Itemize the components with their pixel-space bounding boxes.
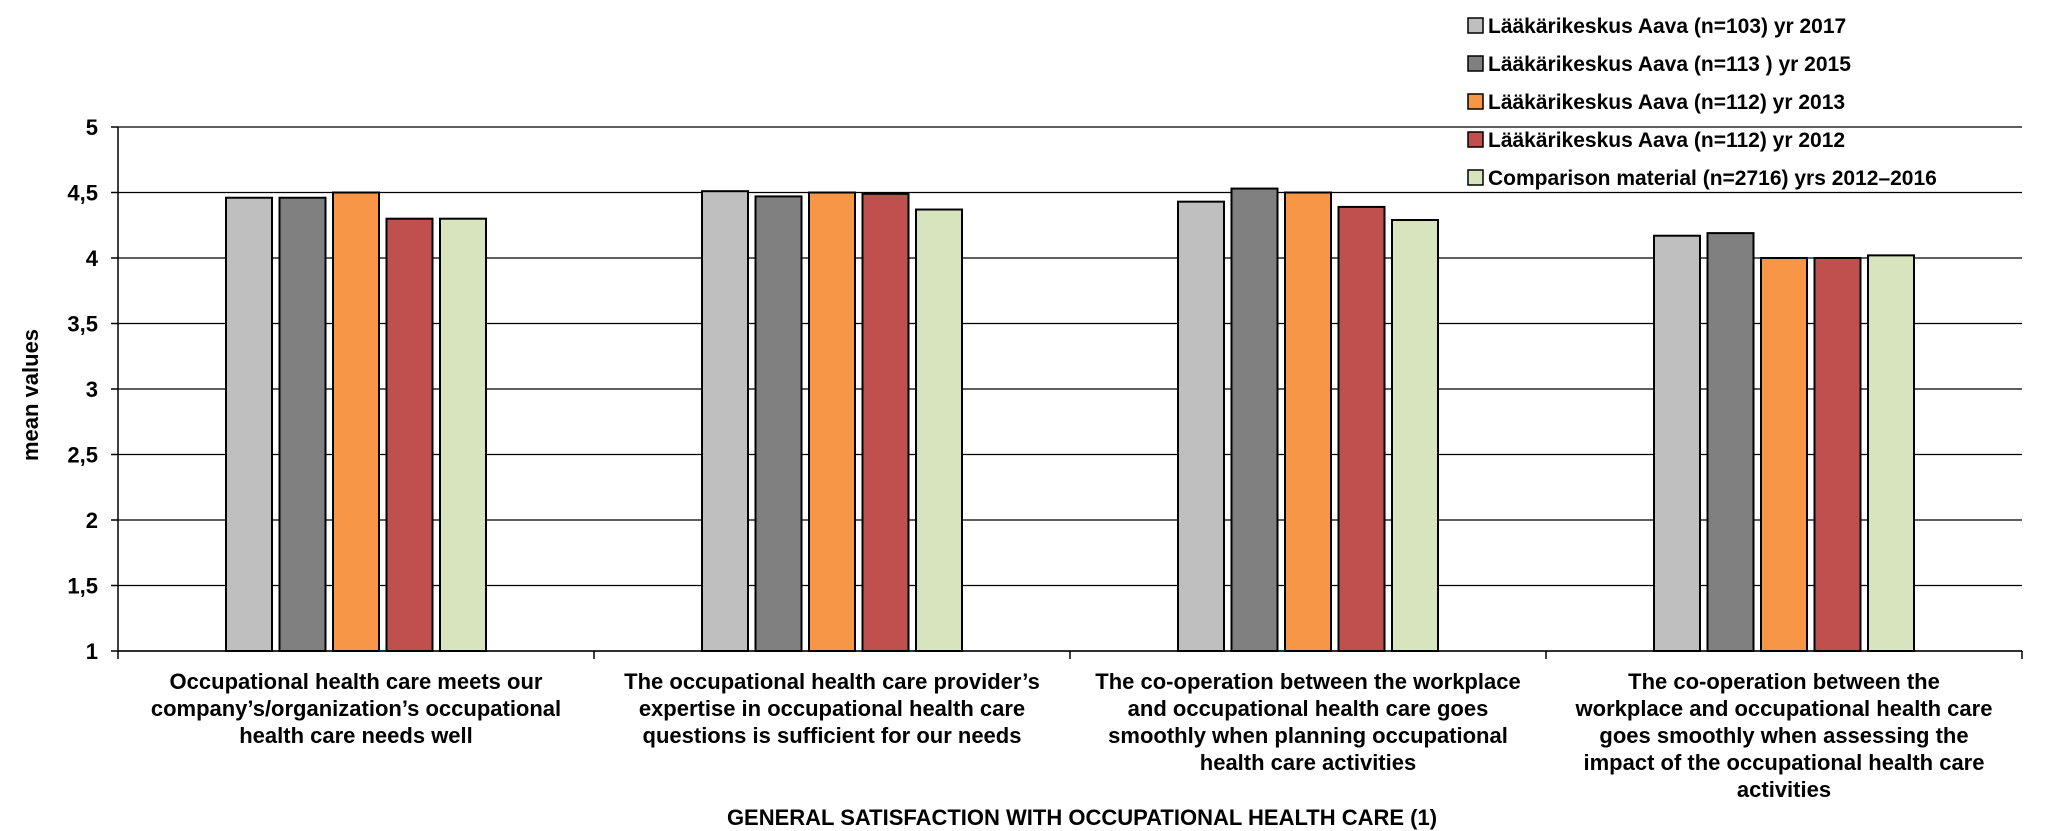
category-label: The co-operation between the workplace an… [1095,669,1520,775]
bar [863,194,909,651]
y-tick-label: 1,5 [67,574,98,599]
legend-swatch [1468,18,1483,33]
category-label-line: company’s/organization’s occupational [151,696,561,721]
legend-swatch [1468,56,1483,71]
category-label-line: The co-operation between the [1628,669,1940,694]
legend-label: Lääkärikeskus Aava (n=112) yr 2012 [1488,129,1845,152]
y-tick-label: 3,5 [67,312,98,337]
bar [440,219,486,651]
x-axis-title: GENERAL SATISFACTION WITH OCCUPATIONAL H… [727,805,1437,830]
legend-swatch [1468,94,1483,109]
y-tick-label: 2 [86,508,98,533]
category-label-line: questions is sufficient for our needs [643,723,1022,748]
bar [916,210,962,651]
bar [1654,236,1700,651]
bar [333,193,379,652]
category-labels: Occupational health care meets our compan… [151,669,1993,802]
legend-label: Comparison material (n=2716) yrs 2012–20… [1488,167,1937,190]
bar [280,198,326,651]
y-tick-label: 5 [86,115,98,140]
category-label-line: goes smoothly when assessing the [1599,723,1968,748]
category-label-line: workplace and occupational health care [1575,696,1993,721]
category-label: The occupational health care provider’s e… [624,669,1040,748]
bar [809,193,855,652]
category-label: The co-operation between the workplace an… [1575,669,1993,802]
category-label-line: health care needs well [239,723,473,748]
bar [1761,258,1807,651]
legend: Lääkärikeskus Aava (n=103) yr 2017 Lääkär… [1468,15,1937,190]
bar [226,198,272,651]
bar [387,219,433,651]
bar [1285,193,1331,652]
legend-swatch [1468,170,1483,185]
category-label-line: expertise in occupational health care [639,696,1025,721]
y-tick-label: 3 [86,377,98,402]
y-tick-label: 1 [86,639,98,664]
category-label: Occupational health care meets our compan… [151,669,561,748]
legend-label: Lääkärikeskus Aava (n=103) yr 2017 [1488,15,1846,38]
y-axis-title: mean values [18,329,43,461]
y-tick-labels: 1 1,5 2 2,5 3 3,5 4 4,5 5 [67,115,98,664]
bar [1392,220,1438,651]
category-label-line: activities [1737,777,1831,802]
category-label-line: health care activities [1200,750,1416,775]
bar [1232,189,1278,651]
y-tick-label: 4,5 [67,181,98,206]
y-tick-label: 2,5 [67,443,98,468]
bar [1178,202,1224,651]
bar [756,196,802,651]
legend-label: Lääkärikeskus Aava (n=112) yr 2013 [1488,91,1845,114]
bar [1708,233,1754,651]
bar [1815,258,1861,651]
bar [702,191,748,651]
category-label-line: smoothly when planning occupational [1108,723,1508,748]
legend-label: Lääkärikeskus Aava (n=113 ) yr 2015 [1488,53,1851,76]
bar [1868,255,1914,651]
category-label-line: and occupational health care goes [1128,696,1489,721]
legend-swatch [1468,132,1483,147]
category-label-line: The co-operation between the workplace [1095,669,1520,694]
category-label-line: impact of the occupational health care [1584,750,1985,775]
category-label-line: The occupational health care provider’s [624,669,1040,694]
category-label-line: Occupational health care meets our [170,669,543,694]
y-tick-label: 4 [86,246,99,271]
bar [1339,207,1385,651]
